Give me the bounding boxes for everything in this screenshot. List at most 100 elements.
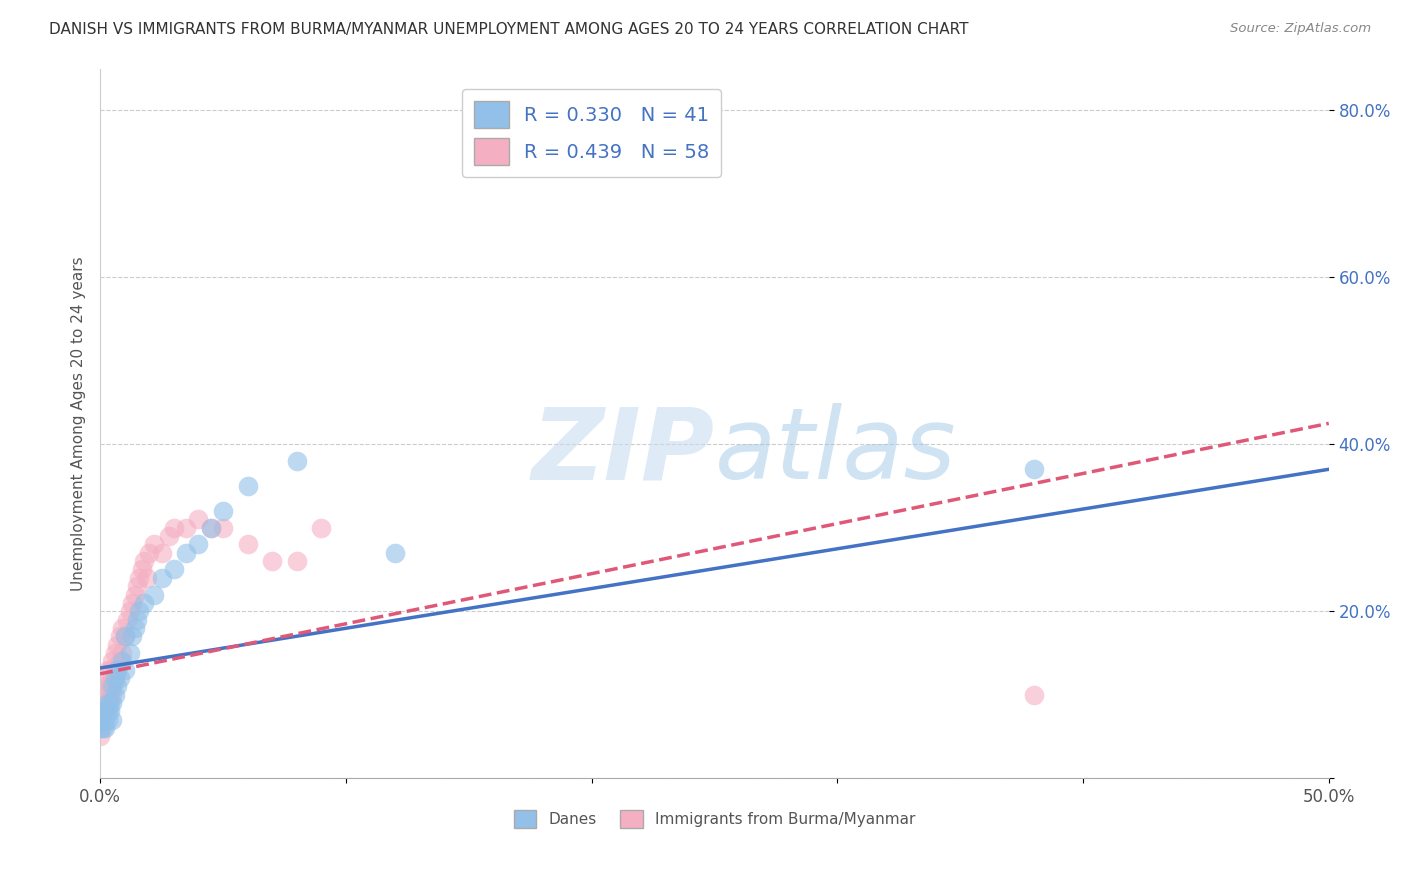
Point <box>96 688 118 702</box>
Point <box>89 721 111 735</box>
Point <box>96 696 118 710</box>
Point <box>89 713 111 727</box>
Point <box>105 638 128 652</box>
Point <box>384 546 406 560</box>
Point <box>118 646 141 660</box>
Point <box>174 521 197 535</box>
Point <box>104 671 127 685</box>
Point <box>124 588 146 602</box>
Point <box>91 721 114 735</box>
Point <box>187 512 209 526</box>
Point <box>89 713 111 727</box>
Point <box>96 663 118 677</box>
Point <box>89 679 111 693</box>
Point <box>262 554 284 568</box>
Point <box>96 679 118 693</box>
Point <box>285 454 308 468</box>
Point <box>94 705 117 719</box>
Point <box>91 713 114 727</box>
Point <box>114 663 136 677</box>
Point <box>89 696 111 710</box>
Point <box>111 621 134 635</box>
Point <box>150 546 173 560</box>
Point <box>111 646 134 660</box>
Point <box>96 696 118 710</box>
Y-axis label: Unemployment Among Ages 20 to 24 years: Unemployment Among Ages 20 to 24 years <box>72 256 86 591</box>
Point <box>200 521 222 535</box>
Point <box>89 688 111 702</box>
Point <box>285 554 308 568</box>
Point <box>138 546 160 560</box>
Point <box>89 713 111 727</box>
Point <box>1022 688 1045 702</box>
Point <box>96 705 118 719</box>
Point <box>143 588 166 602</box>
Point <box>91 705 114 719</box>
Text: ZIP: ZIP <box>531 403 714 500</box>
Point <box>311 521 333 535</box>
Point <box>114 629 136 643</box>
Point <box>212 521 235 535</box>
Point <box>163 562 186 576</box>
Point <box>1022 462 1045 476</box>
Point <box>108 671 131 685</box>
Point <box>101 713 124 727</box>
Point <box>89 705 111 719</box>
Point <box>94 696 117 710</box>
Point <box>131 562 153 576</box>
Point <box>98 663 121 677</box>
Point <box>114 629 136 643</box>
Point <box>108 654 131 668</box>
Point <box>105 663 128 677</box>
Point <box>91 713 114 727</box>
Point <box>104 663 127 677</box>
Point <box>115 613 138 627</box>
Point <box>212 504 235 518</box>
Point <box>104 646 127 660</box>
Point <box>96 713 118 727</box>
Point <box>89 721 111 735</box>
Point <box>101 679 124 693</box>
Point <box>150 571 173 585</box>
Point <box>104 671 127 685</box>
Point <box>174 546 197 560</box>
Text: Source: ZipAtlas.com: Source: ZipAtlas.com <box>1230 22 1371 36</box>
Point <box>134 596 156 610</box>
Point <box>200 521 222 535</box>
Point <box>118 604 141 618</box>
Point <box>94 679 117 693</box>
Point <box>101 696 124 710</box>
Point <box>108 629 131 643</box>
Point <box>143 537 166 551</box>
Point <box>124 621 146 635</box>
Point <box>101 679 124 693</box>
Point <box>94 721 117 735</box>
Point <box>101 671 124 685</box>
Text: atlas: atlas <box>714 403 956 500</box>
Point <box>163 521 186 535</box>
Point <box>98 696 121 710</box>
Point <box>187 537 209 551</box>
Point <box>89 705 111 719</box>
Text: DANISH VS IMMIGRANTS FROM BURMA/MYANMAR UNEMPLOYMENT AMONG AGES 20 TO 24 YEARS C: DANISH VS IMMIGRANTS FROM BURMA/MYANMAR … <box>49 22 969 37</box>
Point <box>125 579 148 593</box>
Point <box>128 571 150 585</box>
Point <box>105 663 128 677</box>
Point <box>94 713 117 727</box>
Point <box>91 688 114 702</box>
Point <box>89 730 111 744</box>
Point <box>236 537 259 551</box>
Point <box>105 679 128 693</box>
Point <box>125 613 148 627</box>
Point <box>98 679 121 693</box>
Point <box>111 654 134 668</box>
Point <box>98 688 121 702</box>
Point <box>128 604 150 618</box>
Point <box>135 571 157 585</box>
Point <box>236 479 259 493</box>
Point <box>157 529 180 543</box>
Point <box>121 629 143 643</box>
Point <box>98 705 121 719</box>
Legend: Danes, Immigrants from Burma/Myanmar: Danes, Immigrants from Burma/Myanmar <box>508 804 921 834</box>
Point <box>101 654 124 668</box>
